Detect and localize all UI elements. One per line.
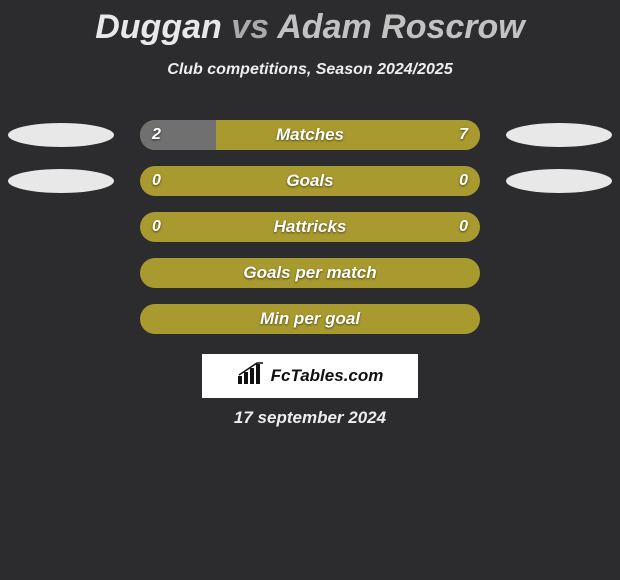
- stat-row: Hattricks0 0: [0, 212, 620, 242]
- stat-row: Goals0 0: [0, 166, 620, 196]
- stat-value-player1: 0: [152, 212, 161, 242]
- title-player2: Adam Roscrow: [277, 8, 525, 46]
- bar-label: Matches: [140, 120, 480, 150]
- stat-bar: Min per goal: [140, 304, 480, 334]
- player1-ellipse: [8, 169, 114, 193]
- stat-value-player1: 0: [152, 166, 161, 196]
- stat-rows-container: Matches27Goals00Hattricks00Goals per mat…: [0, 120, 620, 350]
- stat-row: Matches2 7: [0, 120, 620, 150]
- source-badge: FcTables.com: [202, 354, 418, 398]
- player1-ellipse: [8, 123, 114, 147]
- date-text: 17 september 2024: [0, 408, 620, 428]
- stat-value-player2: 0: [459, 212, 468, 242]
- stat-bar: Matches2 7: [140, 120, 480, 150]
- chart-bars-icon: [237, 362, 265, 391]
- title-player1: Duggan: [95, 8, 222, 46]
- stat-value-player2: 7: [459, 120, 468, 150]
- stat-value-player2: 0: [459, 166, 468, 196]
- player2-ellipse: [506, 123, 612, 147]
- player2-ellipse: [506, 169, 612, 193]
- stat-bar: Goals0 0: [140, 166, 480, 196]
- stat-row: Goals per match: [0, 258, 620, 288]
- stat-bar: Goals per match: [140, 258, 480, 288]
- subtitle: Club competitions, Season 2024/2025: [0, 61, 620, 79]
- stat-bar: Hattricks0 0: [140, 212, 480, 242]
- bar-label: Min per goal: [140, 304, 480, 334]
- title-vs: vs: [231, 8, 269, 46]
- bar-label: Goals per match: [140, 258, 480, 288]
- stat-value-player1: 2: [152, 120, 161, 150]
- comparison-infographic: Duggan vs Adam Roscrow Club competitions…: [0, 0, 620, 580]
- bar-label: Hattricks: [140, 212, 480, 242]
- source-badge-text: FcTables.com: [271, 366, 384, 386]
- main-title: Duggan vs Adam Roscrow: [0, 0, 620, 47]
- bar-label: Goals: [140, 166, 480, 196]
- stat-row: Min per goal: [0, 304, 620, 334]
